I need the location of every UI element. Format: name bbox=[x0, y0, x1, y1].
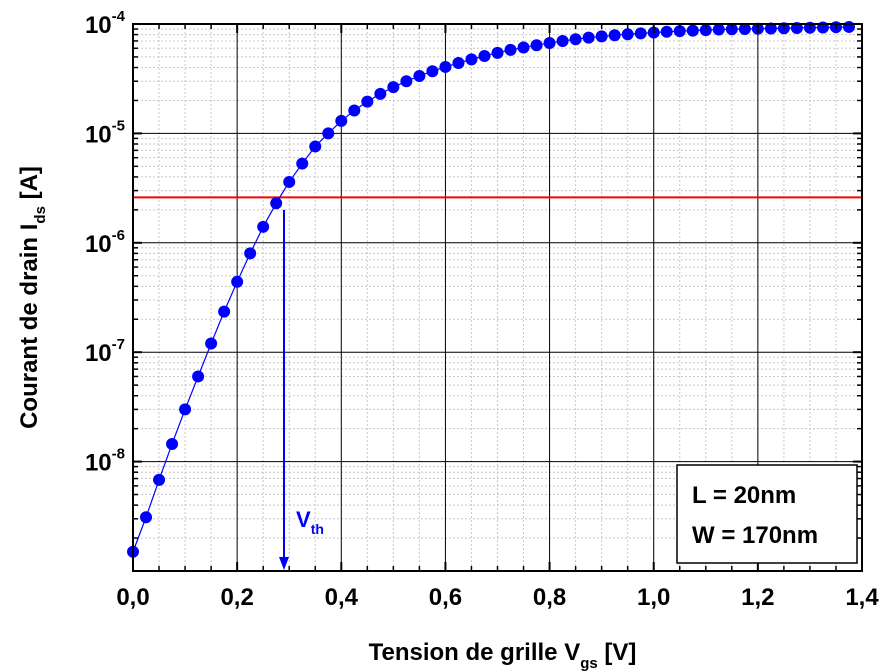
annotation-layer: Vth bbox=[279, 209, 324, 570]
legend-width-label: W = 170nm bbox=[692, 522, 818, 549]
legend-length-label: L = 20nm bbox=[692, 482, 796, 509]
y-tick-label: 10-8 bbox=[85, 446, 125, 477]
x-tick-label: 0,0 bbox=[116, 584, 149, 611]
data-point bbox=[218, 305, 231, 318]
data-point bbox=[517, 41, 530, 54]
vth-arrow-head bbox=[279, 557, 290, 570]
data-point bbox=[699, 24, 712, 37]
data-point bbox=[322, 127, 335, 140]
data-point bbox=[673, 25, 686, 38]
x-tick-label: 0,8 bbox=[533, 584, 566, 611]
x-tick-label: 1,4 bbox=[845, 584, 879, 611]
data-point bbox=[465, 53, 478, 66]
data-point bbox=[335, 114, 348, 127]
legend-box: L = 20nm W = 170nm bbox=[676, 464, 858, 564]
data-point bbox=[660, 25, 673, 38]
data-point bbox=[309, 140, 322, 153]
x-tick-label: 0,4 bbox=[325, 584, 359, 611]
data-point bbox=[231, 275, 244, 288]
data-point bbox=[712, 23, 725, 36]
data-point bbox=[244, 247, 257, 260]
data-point bbox=[374, 87, 387, 100]
y-tick-labels: 10-8 10-7 10-6 10-5 10-4 bbox=[85, 8, 126, 477]
data-point bbox=[543, 37, 556, 50]
data-point bbox=[738, 23, 751, 36]
data-point bbox=[270, 197, 283, 210]
data-point bbox=[504, 43, 517, 56]
y-tick-label: 10-7 bbox=[85, 336, 125, 367]
legend-frame bbox=[676, 464, 858, 564]
data-point bbox=[556, 34, 569, 47]
vth-label: Vth bbox=[296, 507, 324, 537]
x-tick-label: 0,6 bbox=[429, 584, 462, 611]
axis-ticks bbox=[132, 23, 863, 571]
y-axis-title: Courant de drain Ids [A] bbox=[16, 166, 49, 429]
data-point bbox=[387, 81, 400, 94]
x-tick-labels: 0,0 0,2 0,4 0,6 0,8 1,0 1,2 1,4 bbox=[116, 584, 879, 611]
x-tick-label: 1,0 bbox=[637, 584, 670, 611]
data-point bbox=[452, 57, 465, 70]
y-tick-label: 10-6 bbox=[85, 227, 125, 258]
data-point bbox=[413, 69, 426, 82]
minor-grid bbox=[133, 24, 862, 571]
data-point bbox=[361, 95, 374, 108]
data-point bbox=[842, 20, 855, 33]
data-point bbox=[257, 220, 270, 233]
data-point bbox=[400, 75, 413, 88]
data-point bbox=[725, 23, 738, 36]
data-point bbox=[426, 65, 439, 78]
data-point bbox=[686, 24, 699, 37]
data-point bbox=[296, 157, 309, 170]
data-point bbox=[205, 337, 218, 350]
data-point bbox=[478, 49, 491, 62]
data-point bbox=[608, 29, 621, 42]
data-point bbox=[439, 60, 452, 73]
data-point bbox=[530, 39, 543, 52]
data-point bbox=[634, 27, 647, 40]
data-point bbox=[192, 370, 205, 383]
data-point bbox=[764, 22, 777, 35]
x-axis-title: Tension de grille Vgs [V] bbox=[369, 639, 637, 672]
data-point bbox=[582, 31, 595, 44]
y-tick-label: 10-4 bbox=[85, 8, 126, 39]
data-point bbox=[595, 30, 608, 43]
y-tick-label: 10-5 bbox=[85, 117, 125, 148]
data-point bbox=[153, 473, 166, 486]
data-point bbox=[491, 46, 504, 59]
x-tick-label: 1,2 bbox=[741, 584, 774, 611]
data-point bbox=[283, 175, 296, 188]
x-tick-label: 0,2 bbox=[220, 584, 253, 611]
data-point bbox=[179, 403, 192, 416]
data-point bbox=[166, 437, 179, 450]
data-point bbox=[140, 511, 153, 524]
data-point bbox=[621, 28, 634, 41]
data-point bbox=[569, 33, 582, 46]
data-point bbox=[348, 104, 361, 117]
